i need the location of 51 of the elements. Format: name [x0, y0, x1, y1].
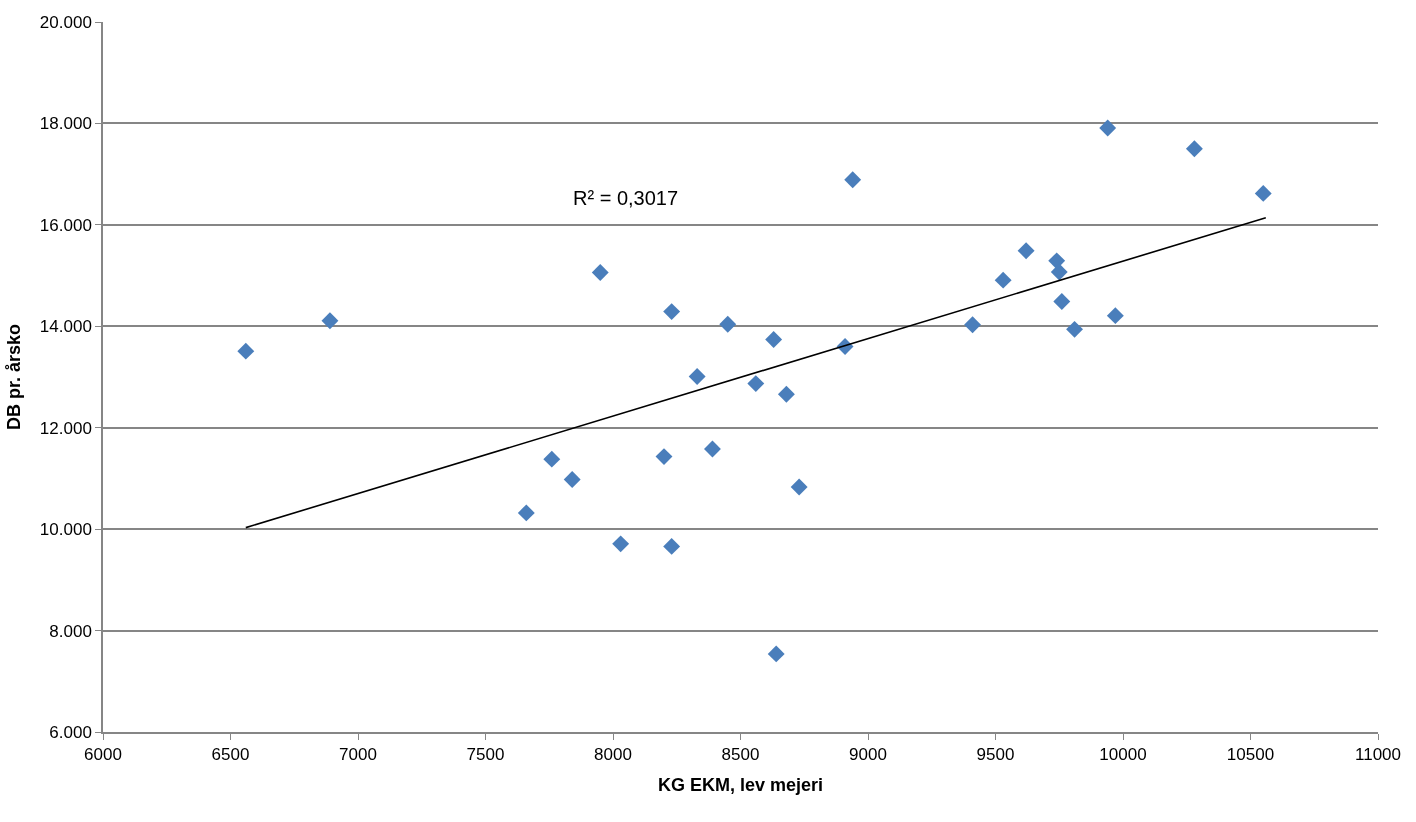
point — [543, 450, 561, 468]
x-axis-title: KG EKM, lev mejeri — [657, 774, 824, 795]
x-tick-label: 10500 — [1226, 745, 1275, 765]
point — [1050, 263, 1068, 281]
x-tick-label: 7500 — [466, 745, 505, 765]
point — [1066, 320, 1083, 338]
point — [517, 504, 535, 522]
x-tick-label: 7000 — [339, 745, 377, 765]
point — [767, 645, 785, 663]
point — [765, 331, 783, 348]
point — [663, 537, 681, 555]
point — [1017, 242, 1035, 260]
point — [1053, 292, 1071, 310]
annotation: R² = 0,3017 — [573, 187, 679, 209]
point — [704, 440, 721, 458]
point — [1106, 307, 1124, 325]
point — [563, 470, 581, 488]
point — [688, 368, 706, 385]
y-tick-label: 16.000 — [39, 215, 92, 235]
point — [747, 375, 765, 393]
y-tick-label: 6.000 — [49, 722, 92, 742]
point — [655, 448, 673, 466]
point — [321, 312, 339, 330]
x-tick-label: 6000 — [84, 745, 122, 765]
point — [719, 315, 737, 333]
x-tick-label: 11000 — [1354, 745, 1402, 765]
point — [994, 271, 1012, 289]
point — [964, 316, 981, 334]
y-tick-label: 20.000 — [39, 12, 92, 32]
point — [663, 303, 681, 321]
x-tick-label: 9500 — [976, 745, 1015, 765]
point — [777, 385, 795, 403]
point — [237, 342, 255, 360]
point — [591, 264, 609, 281]
x-tick-label: 8500 — [721, 745, 760, 765]
point — [1185, 140, 1203, 158]
point — [790, 478, 808, 496]
x-tick-label: 8000 — [594, 745, 632, 765]
y-tick-label: 8.000 — [49, 621, 92, 641]
y-tick-label: 18.000 — [39, 114, 92, 134]
point — [1254, 184, 1272, 202]
y-axis-title: DB pr. årsko — [3, 323, 24, 431]
y-tick-label: 14.000 — [39, 317, 92, 337]
point — [612, 535, 630, 553]
y-tick-label: 10.000 — [39, 520, 92, 540]
x-tick-label: 9000 — [849, 745, 887, 765]
x-tick-label: 10000 — [1099, 745, 1147, 765]
point — [844, 171, 862, 189]
point — [1099, 119, 1117, 137]
x-tick-label: 6500 — [211, 745, 250, 765]
y-tick-label: 12.000 — [39, 418, 92, 438]
